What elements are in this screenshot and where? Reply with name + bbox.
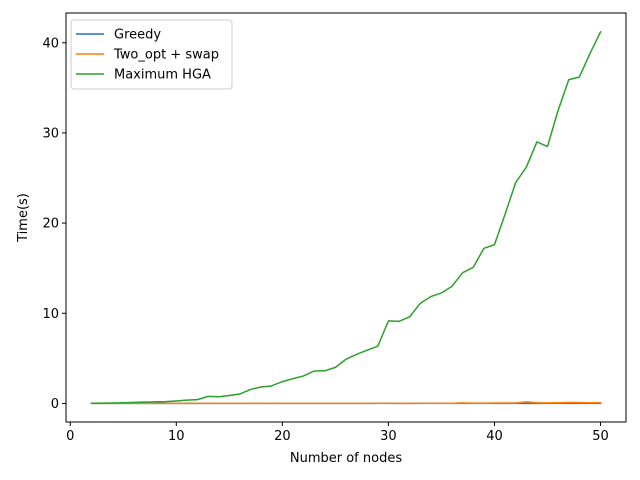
y-tick-label: 0	[51, 397, 59, 412]
legend: Greedy Two_opt + swap Maximum HGA	[70, 19, 233, 90]
legend-label-greedy: Greedy	[114, 28, 161, 43]
x-axis-label: Number of nodes	[290, 451, 402, 466]
legend-label-maximum-hga: Maximum HGA	[114, 68, 211, 83]
x-tick-label: 50	[592, 429, 609, 444]
x-tick-label: 20	[274, 429, 291, 444]
y-tick-label: 30	[42, 126, 59, 141]
x-tick-label: 40	[486, 429, 503, 444]
x-tick-label: 10	[168, 429, 185, 444]
y-axis-label: Time(s)	[16, 193, 31, 243]
axes-frame	[65, 12, 627, 423]
x-tick-label: 30	[380, 429, 397, 444]
series-line-two-opt-swap	[90, 401, 602, 405]
x-tick-label: 0	[66, 429, 74, 444]
legend-box	[70, 19, 233, 90]
y-axis-ticks: 0 10 20 30 40	[42, 36, 66, 412]
legend-label-two-opt-swap: Two_opt + swap	[113, 48, 219, 63]
x-axis-ticks: 0 10 20 30 40 50	[66, 422, 609, 444]
y-tick-label: 20	[42, 217, 59, 232]
y-tick-label: 10	[42, 307, 59, 322]
plot-lines	[90, 30, 602, 405]
series-line-maximum-hga	[90, 30, 602, 405]
y-tick-label: 40	[42, 36, 59, 51]
